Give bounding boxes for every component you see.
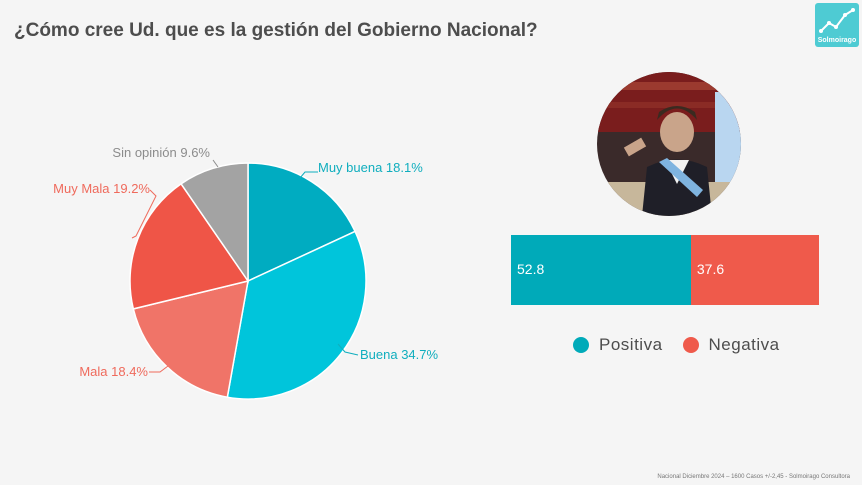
speaker-photo: [597, 72, 741, 216]
stacked-bar-chart: 52.8 37.6: [511, 235, 819, 305]
bar-segment-negativa: 37.6: [690, 235, 819, 305]
pie-leader-sin-opinion: [212, 159, 219, 168]
pie-leader-muy-buena: [299, 171, 318, 179]
logo-text: Solmoirago: [817, 37, 857, 44]
pie-slice-sin-opinion: [180, 162, 249, 284]
pie-label-mala: Mala 18.4%: [79, 364, 148, 379]
legend-item-negativa: Negativa: [682, 335, 780, 355]
pie-leader-buena: [337, 343, 359, 356]
pie-leader-muy-mala: [131, 189, 157, 239]
legend-label-positiva: Positiva: [599, 335, 663, 354]
legend-swatch-negativa: [682, 337, 699, 353]
pie-slice-muy-mala: [129, 182, 250, 310]
bar-segment-positiva: 52.8: [511, 235, 691, 305]
legend-swatch-positiva: [573, 337, 589, 353]
pie-label-muy-mala: Muy Mala 19.2%: [53, 181, 150, 196]
legend-label-negativa: Negativa: [708, 335, 780, 354]
pie-leader-mala: [149, 365, 169, 373]
pie-chart: Muy buena 18.1% Buena 34.7% Mala 18.4% Muy …: [53, 145, 439, 400]
brand-logo: Solmoirago: [815, 3, 859, 47]
bar-label-positiva: 52.8: [517, 261, 545, 277]
pie-label-sin-opinion: Sin opinión 9.6%: [112, 145, 210, 160]
legend-item-positiva: Positiva: [573, 335, 663, 355]
footer-note: Nacional Diciembre 2024 – 1600 Casos +/-…: [657, 474, 850, 480]
bar-legend: Positiva Negativa: [573, 335, 800, 355]
chart-trend-icon: [819, 8, 855, 33]
pie-label-muy-buena: Muy buena 18.1%: [318, 160, 423, 175]
pie-slice-muy-buena: [247, 162, 357, 283]
page-title: ¿Cómo cree Ud. que es la gestión del Gob…: [14, 20, 538, 41]
bar-label-negativa: 37.6: [696, 261, 725, 277]
pie-slice-buena: [226, 230, 367, 400]
pie-label-buena: Buena 34.7%: [360, 347, 439, 362]
